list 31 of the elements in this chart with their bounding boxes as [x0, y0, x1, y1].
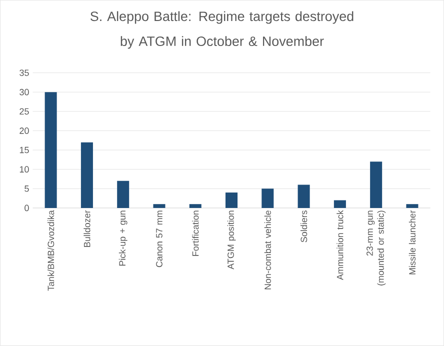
y-tick-label: 25	[20, 108, 29, 115]
x-tick-label: Non-combat vehicle	[264, 210, 271, 290]
y-tick-label: 0	[24, 204, 29, 212]
chart-title: S. Aleppo Battle: Regime targets destroyed by ATGM in October & November	[90, 11, 354, 49]
y-tick-label: 20	[20, 128, 29, 134]
bar	[226, 192, 238, 208]
x-tick-label: Soldiers	[300, 210, 308, 242]
x-tick-label: 23-mm gun (mounted or static)	[366, 210, 386, 286]
x-tick-label: Canon 57 mm	[156, 210, 162, 268]
bar	[334, 200, 346, 208]
x-tick-label: Pick-up + gun	[118, 210, 128, 266]
x-tick-label: ATGM position	[227, 210, 236, 270]
x-tick-label: Ammunition truck	[336, 210, 344, 280]
bar	[370, 162, 382, 208]
bar	[406, 204, 418, 208]
bar	[44, 92, 57, 208]
bar	[262, 188, 274, 208]
y-tick-label: 35	[20, 70, 29, 76]
bar	[80, 142, 93, 208]
x-tick-label: Tank/BMB/Gvozdika	[48, 210, 54, 291]
x-tick-label: Missile launcher	[408, 210, 416, 274]
bar	[298, 184, 310, 208]
y-tick-label: 5	[24, 186, 29, 192]
y-tick-label: 10	[20, 166, 29, 173]
y-tick-label: 30	[20, 88, 29, 96]
x-tick-label: Bulldozer	[84, 210, 90, 247]
x-tick-label: Fortification	[192, 210, 199, 256]
bar	[153, 204, 166, 208]
y-tick-label: 15	[20, 146, 29, 154]
bar	[189, 204, 202, 208]
bar	[117, 181, 130, 208]
